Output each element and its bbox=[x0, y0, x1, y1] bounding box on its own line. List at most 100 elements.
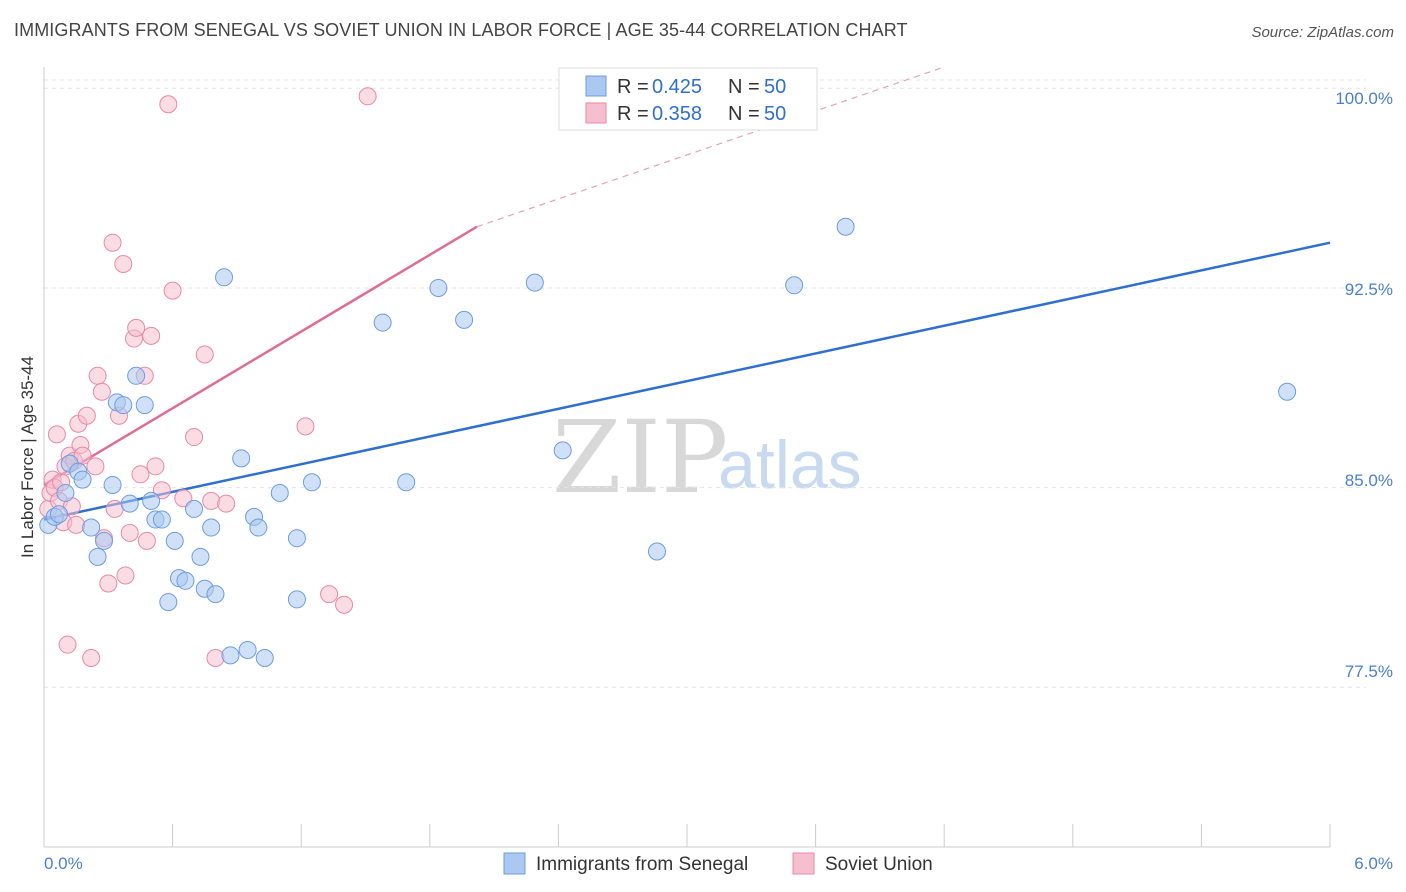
point-soviet-29 bbox=[120, 523, 139, 542]
point-senegal-39 bbox=[373, 313, 392, 332]
point-senegal-26 bbox=[202, 518, 221, 537]
point-senegal-37 bbox=[287, 529, 306, 548]
point-senegal-19 bbox=[159, 593, 178, 612]
point-soviet-42 bbox=[195, 345, 214, 364]
point-soviet-34 bbox=[137, 531, 156, 550]
trend-line-soviet bbox=[43, 225, 478, 487]
point-senegal-10 bbox=[103, 475, 122, 494]
point-soviet-40 bbox=[174, 489, 193, 508]
legend-n-value-senegal: 50 bbox=[764, 76, 786, 98]
point-soviet-28 bbox=[116, 566, 135, 585]
point-soviet-19 bbox=[86, 457, 105, 476]
x-tick-label-min: 0.0% bbox=[44, 854, 83, 873]
point-senegal-48 bbox=[836, 217, 855, 236]
x-tick-label-max: 6.0% bbox=[1354, 854, 1393, 873]
gridlines bbox=[44, 79, 1366, 688]
watermark-atlas: atlas bbox=[718, 427, 862, 503]
point-senegal-41 bbox=[429, 278, 448, 297]
point-soviet-35 bbox=[142, 326, 161, 345]
series-legend-label-soviet: Soviet Union bbox=[825, 854, 933, 875]
point-soviet-9 bbox=[58, 635, 77, 654]
point-senegal-43 bbox=[525, 273, 544, 292]
point-senegal-33 bbox=[249, 518, 268, 537]
point-senegal-30 bbox=[232, 449, 251, 468]
point-soviet-48 bbox=[335, 595, 354, 614]
legend-r-value-senegal: 0.425 bbox=[652, 76, 702, 98]
legend-swatch-soviet bbox=[585, 102, 607, 124]
point-soviet-46 bbox=[296, 417, 315, 436]
point-senegal-3 bbox=[56, 483, 75, 502]
point-senegal-46 bbox=[647, 542, 666, 561]
point-soviet-25 bbox=[105, 499, 124, 518]
stats-legend: R = 0.425 N = 50 R = 0.358 N = 50 bbox=[558, 67, 818, 131]
point-senegal-2 bbox=[50, 505, 69, 524]
trend-lines bbox=[43, 66, 1331, 521]
y-tick-label-77-5: 77.5% bbox=[1345, 662, 1393, 681]
x-axis-ticks bbox=[43, 824, 1331, 847]
point-senegal-49 bbox=[1278, 382, 1297, 401]
point-soviet-37 bbox=[152, 481, 171, 500]
point-soviet-13 bbox=[67, 515, 86, 534]
point-soviet-17 bbox=[77, 406, 96, 425]
legend-swatch-senegal bbox=[585, 75, 607, 97]
watermark-zip: ZIP bbox=[552, 399, 728, 516]
data-points bbox=[39, 79, 1297, 667]
chart-title: IMMIGRANTS FROM SENEGAL VS SOVIET UNION … bbox=[14, 20, 908, 40]
point-senegal-24 bbox=[191, 547, 210, 566]
point-soviet-27 bbox=[114, 254, 133, 273]
source-label: Source: ZipAtlas.com bbox=[1251, 24, 1394, 41]
point-soviet-32 bbox=[131, 465, 150, 484]
legend-n-label-senegal: N = bbox=[728, 76, 760, 98]
y-axis-title: In Labor Force | Age 35-44 bbox=[18, 356, 37, 558]
point-senegal-27 bbox=[206, 585, 225, 604]
y-tick-label-85: 85.0% bbox=[1345, 471, 1393, 490]
point-soviet-39 bbox=[163, 281, 182, 300]
point-senegal-29 bbox=[221, 646, 240, 665]
y-tick-label-92-5: 92.5% bbox=[1345, 280, 1393, 299]
series-legend-swatch-senegal bbox=[503, 852, 526, 875]
point-senegal-18 bbox=[152, 510, 171, 529]
point-soviet-18 bbox=[82, 648, 101, 667]
point-senegal-7 bbox=[82, 518, 101, 537]
legend-r-label-senegal: R = bbox=[617, 76, 649, 98]
point-senegal-9 bbox=[95, 531, 114, 550]
point-senegal-40 bbox=[397, 473, 416, 492]
trend-line-soviet-extension bbox=[476, 66, 945, 228]
point-soviet-23 bbox=[99, 574, 118, 593]
point-senegal-16 bbox=[142, 491, 161, 510]
point-soviet-43 bbox=[202, 491, 221, 510]
point-soviet-36 bbox=[146, 457, 165, 476]
point-senegal-20 bbox=[165, 531, 184, 550]
legend-r-label-soviet: R = bbox=[617, 103, 649, 125]
point-senegal-13 bbox=[120, 494, 139, 513]
point-senegal-28 bbox=[215, 268, 234, 287]
point-senegal-31 bbox=[238, 641, 257, 660]
point-senegal-14 bbox=[127, 366, 146, 385]
point-senegal-34 bbox=[255, 648, 274, 667]
point-senegal-44 bbox=[553, 441, 572, 460]
point-senegal-23 bbox=[185, 499, 204, 518]
series-legend-label-senegal: Immigrants from Senegal bbox=[536, 854, 748, 875]
legend-r-value-soviet: 0.358 bbox=[652, 103, 702, 125]
point-soviet-38 bbox=[159, 95, 178, 114]
point-senegal-47 bbox=[785, 276, 804, 295]
point-soviet-44 bbox=[206, 648, 225, 667]
point-senegal-6 bbox=[73, 470, 92, 489]
point-soviet-47 bbox=[320, 585, 339, 604]
series-legend-swatch-soviet bbox=[792, 852, 815, 875]
y-tick-label-100: 100.0% bbox=[1335, 89, 1393, 108]
legend-n-value-soviet: 50 bbox=[764, 103, 786, 125]
point-senegal-42 bbox=[455, 310, 474, 329]
point-senegal-35 bbox=[270, 483, 289, 502]
point-soviet-21 bbox=[92, 382, 111, 401]
point-senegal-15 bbox=[135, 396, 154, 415]
trend-line-senegal bbox=[43, 241, 1331, 521]
point-soviet-41 bbox=[185, 428, 204, 447]
point-soviet-45 bbox=[217, 494, 236, 513]
point-senegal-38 bbox=[302, 473, 321, 492]
legend-n-label-soviet: N = bbox=[728, 103, 760, 125]
point-senegal-36 bbox=[287, 590, 306, 609]
point-soviet-4 bbox=[47, 425, 66, 444]
point-senegal-22 bbox=[176, 571, 195, 590]
